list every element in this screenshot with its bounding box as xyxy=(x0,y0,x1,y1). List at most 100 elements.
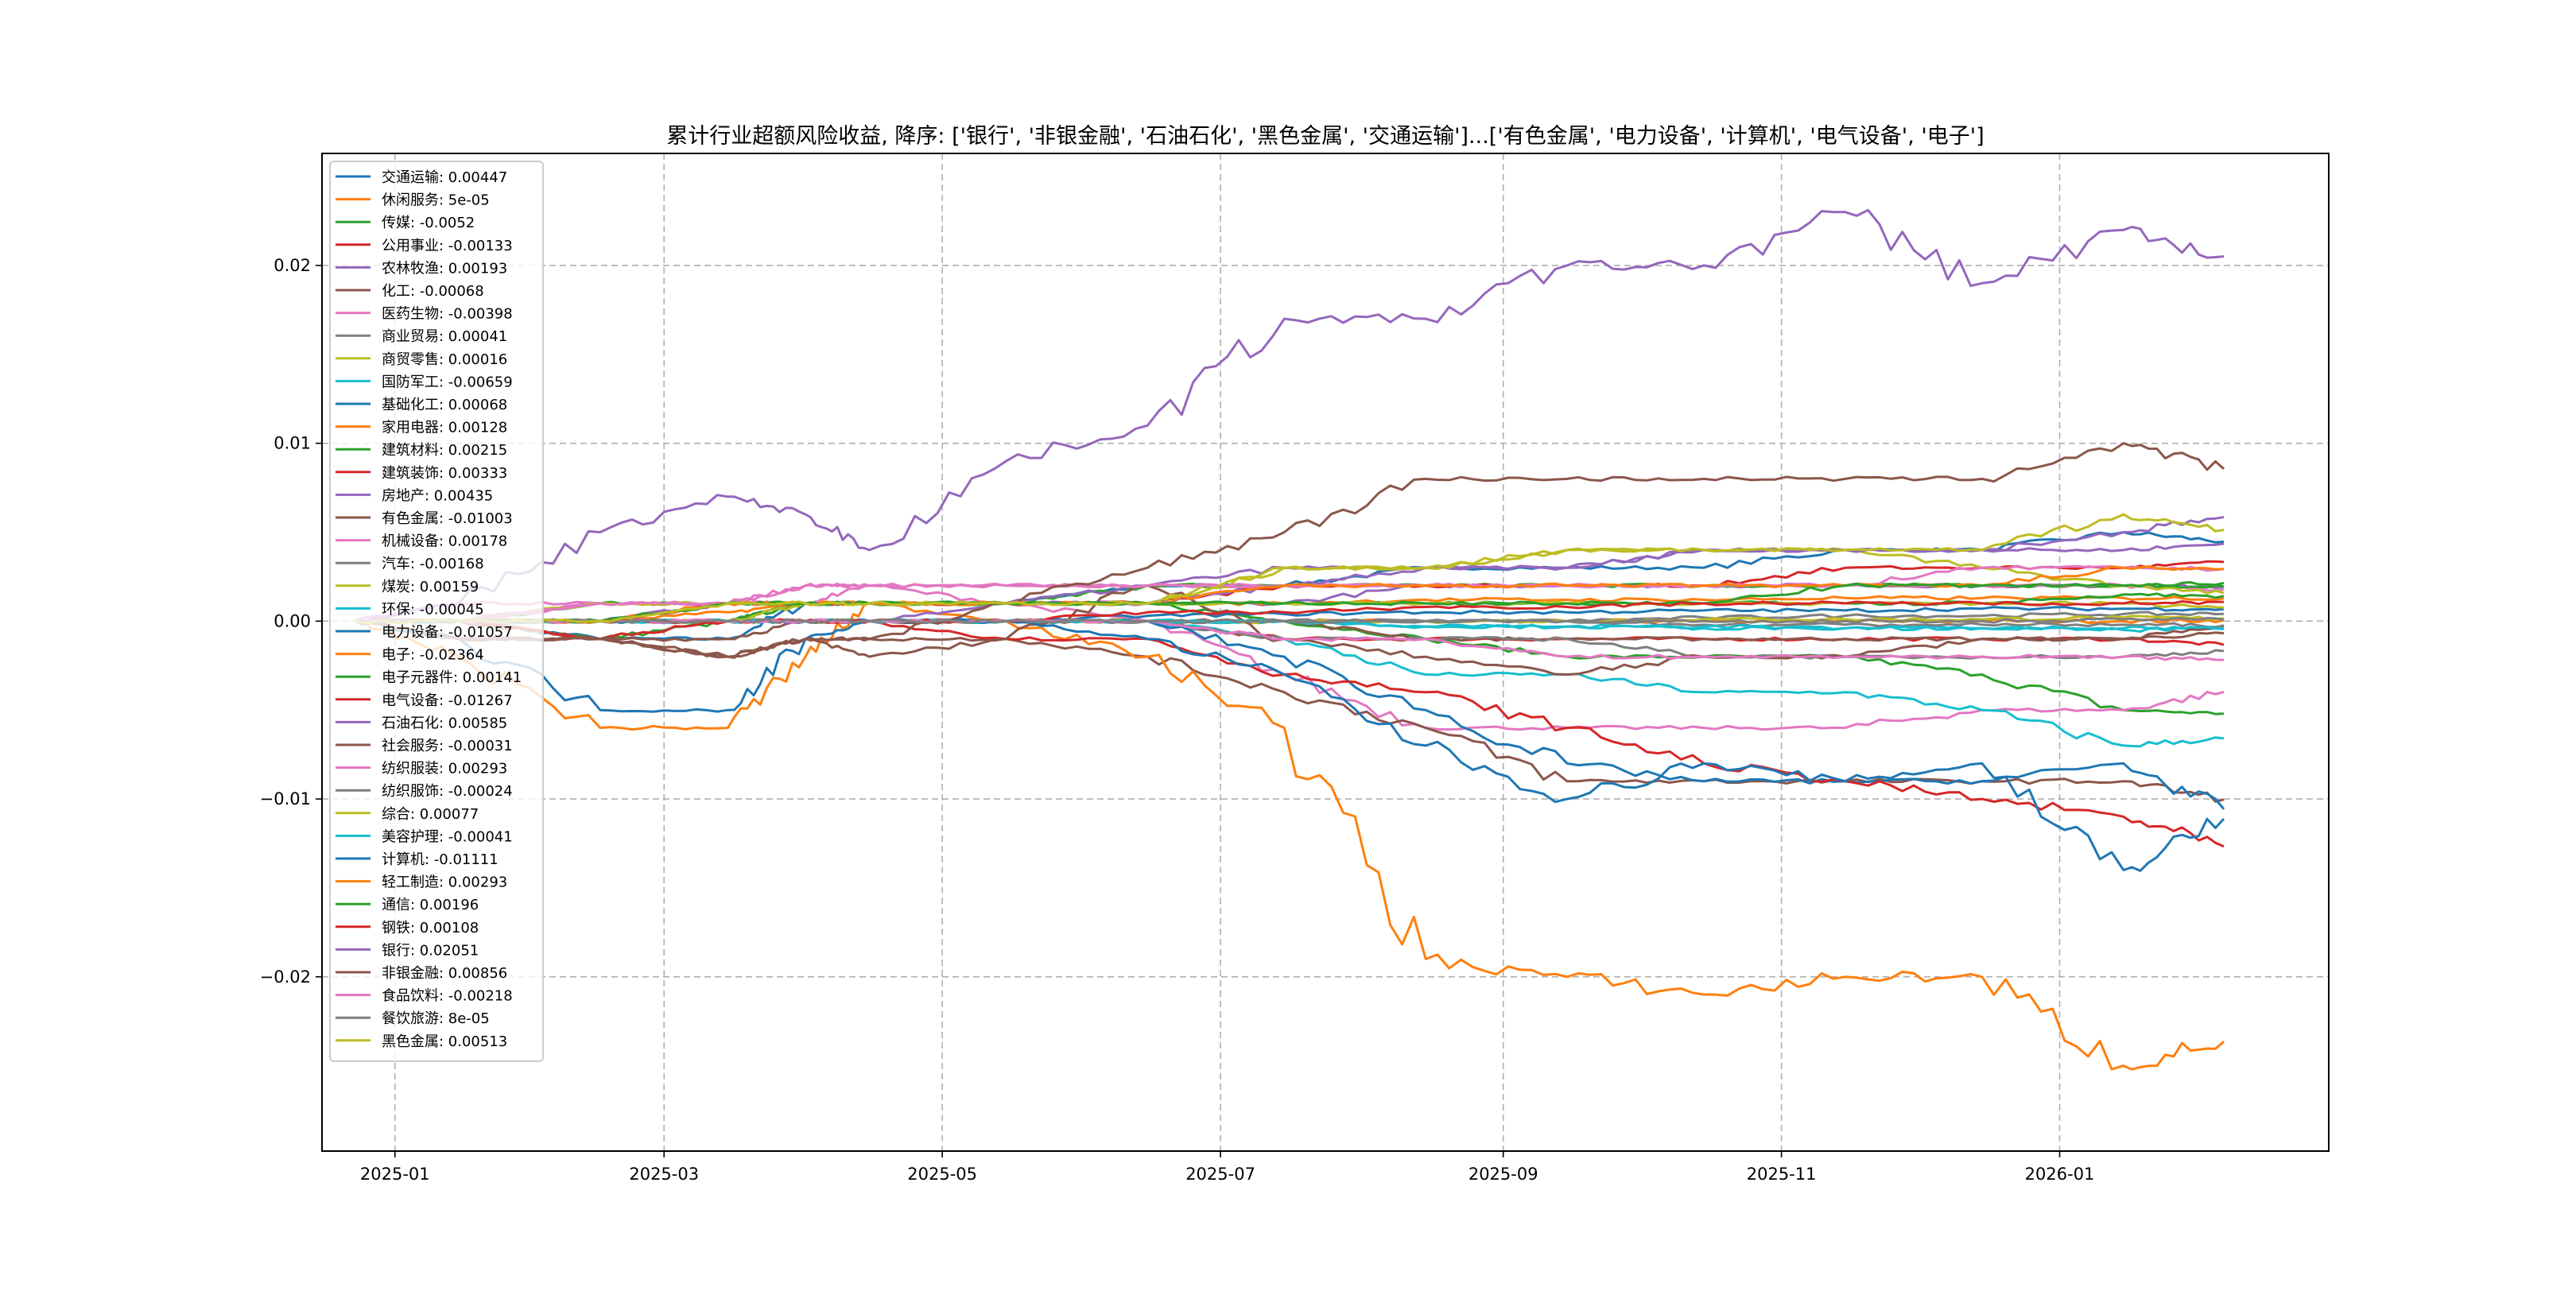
legend-label: 机械设备: 0.00178 xyxy=(382,533,507,550)
legend-item: 社会服务: -0.00031 xyxy=(336,738,513,754)
y-tick-label: −0.02 xyxy=(260,967,311,987)
legend-label: 计算机: -0.01111 xyxy=(382,851,499,868)
legend-label: 社会服务: -0.00031 xyxy=(382,738,513,754)
legend-item: 房地产: 0.00435 xyxy=(336,487,493,504)
legend-label: 通信: 0.00196 xyxy=(382,897,479,913)
series-line-餐饮旅游 xyxy=(354,617,2225,624)
legend-item: 钢铁: 0.00108 xyxy=(336,920,479,936)
legend-item: 美容护理: -0.00041 xyxy=(336,828,513,845)
legend-item: 公用事业: -0.00133 xyxy=(336,238,513,254)
x-axis: 2025-01 2025-03 2025-05 2025-07 2025-09 2025-… xyxy=(360,1151,2095,1184)
legend-item: 环保: -0.00045 xyxy=(336,601,484,618)
plot-frame xyxy=(321,153,2330,1152)
legend-label: 休闲服务: 5e-05 xyxy=(382,192,490,209)
series-lines xyxy=(353,208,2225,1071)
legend-item: 传媒: -0.0052 xyxy=(336,215,475,231)
legend-item: 农林牧渔: 0.00193 xyxy=(336,260,507,277)
legend-label: 交通运输: 0.00447 xyxy=(382,169,507,186)
legend-item: 电气设备: -0.01267 xyxy=(336,692,513,709)
legend-item: 商贸零售: 0.00016 xyxy=(336,351,507,368)
y-axis: 0.02 0.01 0.00 −0.01 −0.02 xyxy=(260,256,322,987)
legend-label: 综合: 0.00077 xyxy=(382,806,479,823)
legend-label: 美容护理: -0.00041 xyxy=(382,828,513,845)
legend-item: 食品饮料: -0.00218 xyxy=(336,988,513,1005)
legend-item: 商业贸易: 0.00041 xyxy=(336,328,507,345)
x-tick-label: 2025-03 xyxy=(629,1165,699,1184)
legend-item: 国防军工: -0.00659 xyxy=(336,374,513,390)
legend-label: 煤炭: 0.00159 xyxy=(382,579,479,595)
legend-item: 电子: -0.02364 xyxy=(336,647,484,664)
legend-label: 建筑装饰: 0.00333 xyxy=(382,465,507,482)
series-line-黑色金属 xyxy=(353,513,2225,625)
legend-item: 基础化工: 0.00068 xyxy=(336,397,507,413)
legend-item: 电力设备: -0.01057 xyxy=(336,624,513,641)
legend-label: 食品饮料: -0.00218 xyxy=(382,988,513,1005)
legend-label: 国防军工: -0.00659 xyxy=(382,374,513,390)
legend-label: 传媒: -0.0052 xyxy=(382,215,475,231)
legend-label: 环保: -0.00045 xyxy=(382,601,484,618)
legend-label: 汽车: -0.00168 xyxy=(382,556,484,572)
legend-label: 餐饮旅游: 8e-05 xyxy=(382,1010,490,1027)
legend-label: 轻工制造: 0.00293 xyxy=(382,874,507,891)
series-line-电子 xyxy=(354,602,2225,1071)
legend-item: 汽车: -0.00168 xyxy=(336,556,484,572)
legend-label: 黑色金属: 0.00513 xyxy=(382,1033,507,1050)
series-line-计算机 xyxy=(353,618,2225,872)
legend-item: 餐饮旅游: 8e-05 xyxy=(336,1010,490,1027)
legend-label: 家用电器: 0.00128 xyxy=(382,420,507,436)
legend-item: 机械设备: 0.00178 xyxy=(336,533,507,550)
legend-item: 家用电器: 0.00128 xyxy=(336,420,507,436)
legend: 交通运输: 0.00447 休闲服务: 5e-05 传媒: -0.0052 公用事业:… xyxy=(329,161,544,1062)
x-tick-label: 2025-01 xyxy=(360,1165,430,1184)
legend-item: 电子元器件: 0.00141 xyxy=(336,669,522,686)
legend-label: 商贸零售: 0.00016 xyxy=(382,351,507,368)
legend-item: 银行: 0.02051 xyxy=(336,942,479,959)
x-tick-label: 2025-11 xyxy=(1747,1165,1817,1184)
legend-item: 煤炭: 0.00159 xyxy=(336,579,479,595)
legend-item: 化工: -0.00068 xyxy=(336,283,484,300)
legend-box xyxy=(329,161,544,1062)
legend-item: 纺织服装: 0.00293 xyxy=(336,761,507,777)
legend-item: 交通运输: 0.00447 xyxy=(336,169,507,186)
legend-label: 电子元器件: 0.00141 xyxy=(382,669,522,686)
legend-label: 石油石化: 0.00585 xyxy=(382,715,507,731)
legend-label: 房地产: 0.00435 xyxy=(382,487,493,504)
series-line-银行 xyxy=(354,208,2225,623)
legend-label: 化工: -0.00068 xyxy=(382,283,484,300)
series-line-非银金融 xyxy=(353,442,2225,659)
legend-item: 医药生物: -0.00398 xyxy=(336,306,513,323)
x-tick-label: 2025-07 xyxy=(1185,1165,1255,1184)
legend-item: 有色金属: -0.01003 xyxy=(336,510,513,527)
legend-label: 银行: 0.02051 xyxy=(382,942,479,959)
legend-label: 有色金属: -0.01003 xyxy=(382,510,513,527)
legend-item: 休闲服务: 5e-05 xyxy=(336,192,490,209)
legend-item: 计算机: -0.01111 xyxy=(336,851,499,868)
x-tick-label: 2026-01 xyxy=(2025,1165,2095,1184)
legend-label: 医药生物: -0.00398 xyxy=(382,306,513,323)
legend-item: 建筑材料: 0.00215 xyxy=(336,442,507,459)
x-tick-label: 2025-05 xyxy=(907,1165,977,1184)
legend-item: 纺织服饰: -0.00024 xyxy=(336,783,513,800)
legend-label: 商业贸易: 0.00041 xyxy=(382,328,507,345)
legend-item: 通信: 0.00196 xyxy=(336,897,479,913)
legend-label: 公用事业: -0.00133 xyxy=(382,238,513,254)
legend-label: 非银金融: 0.00856 xyxy=(382,965,507,982)
y-tick-label: 0.00 xyxy=(274,611,311,630)
legend-label: 纺织服饰: -0.00024 xyxy=(382,783,513,800)
legend-label: 电子: -0.02364 xyxy=(382,647,484,664)
legend-label: 电气设备: -0.01267 xyxy=(382,692,513,709)
legend-label: 建筑材料: 0.00215 xyxy=(382,442,507,459)
legend-label: 基础化工: 0.00068 xyxy=(382,397,507,413)
x-tick-label: 2025-09 xyxy=(1468,1165,1538,1184)
legend-label: 纺织服装: 0.00293 xyxy=(382,761,507,777)
legend-label: 钢铁: 0.00108 xyxy=(382,920,479,936)
legend-label: 农林牧渔: 0.00193 xyxy=(382,260,507,277)
y-tick-label: −0.01 xyxy=(260,789,311,808)
series-line-电气设备 xyxy=(354,618,2225,848)
legend-item: 石油石化: 0.00585 xyxy=(336,715,507,731)
legend-label: 电力设备: -0.01057 xyxy=(382,624,513,641)
y-tick-label: 0.01 xyxy=(274,434,311,453)
legend-item: 轻工制造: 0.00293 xyxy=(336,874,507,891)
legend-item: 非银金融: 0.00856 xyxy=(336,965,507,982)
